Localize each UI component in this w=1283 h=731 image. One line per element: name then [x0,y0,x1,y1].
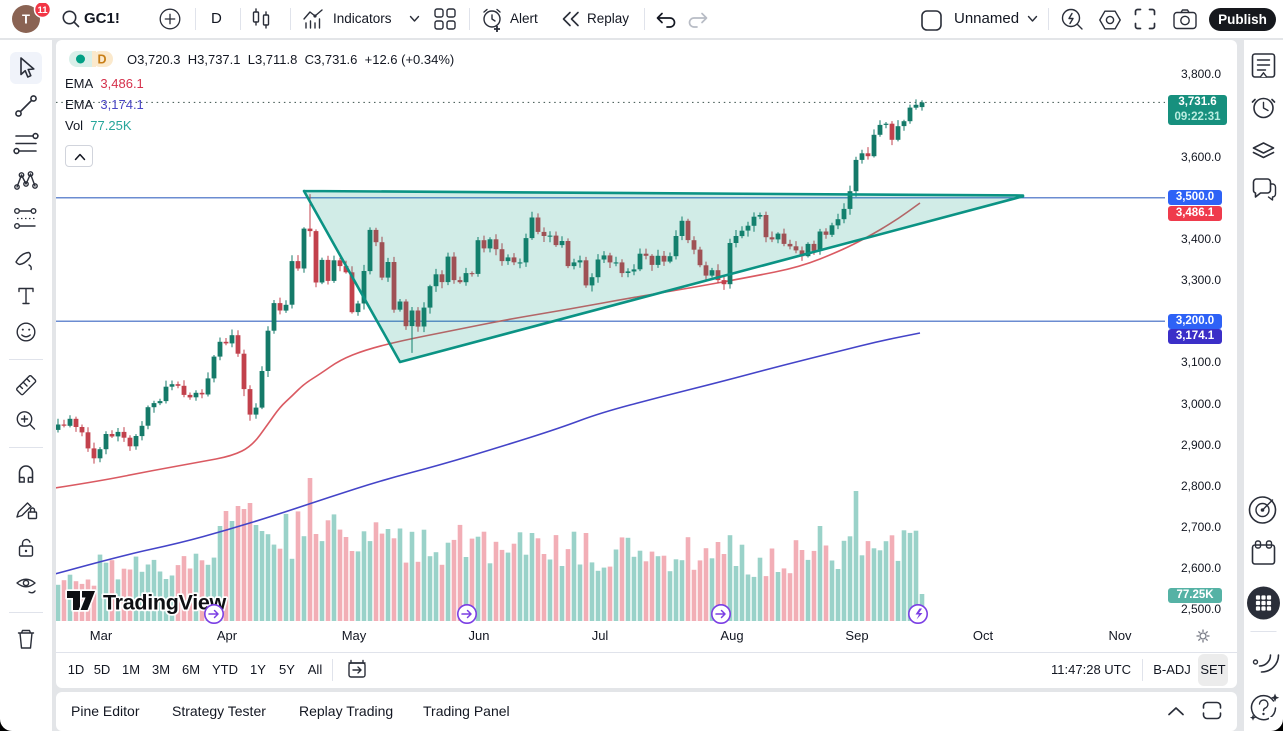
svg-text:D: D [97,53,106,67]
svg-text:T: T [22,12,30,27]
svg-text:TradingView: TradingView [103,591,227,615]
svg-text:11: 11 [37,5,48,16]
